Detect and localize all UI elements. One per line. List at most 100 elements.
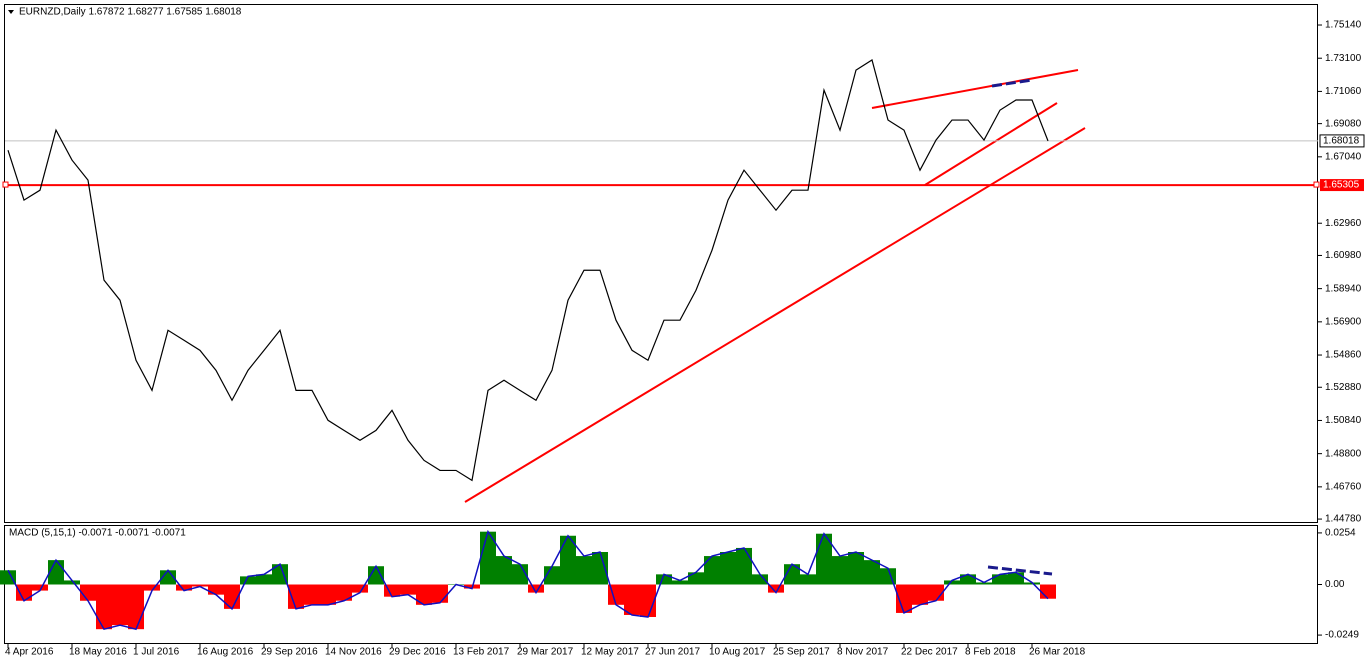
histogram-bar — [1008, 572, 1024, 585]
wedge-upper — [871, 69, 1079, 109]
main-panel — [4, 4, 1318, 523]
y-tick-label: 1.56900 — [1325, 316, 1362, 327]
level-label: 1.65305 — [1323, 180, 1360, 191]
histogram-bar — [640, 584, 656, 617]
x-tick-label: 29 Mar 2017 — [517, 647, 574, 658]
y-tick-label: 0.00 — [1325, 579, 1345, 590]
histogram-bar — [240, 576, 256, 585]
histogram-bar — [688, 572, 704, 585]
x-tick-label: 13 Feb 2017 — [453, 647, 510, 658]
histogram-bar — [176, 584, 192, 591]
histogram-bar — [208, 584, 224, 595]
y-tick-label: 1.75140 — [1325, 20, 1362, 31]
histogram-bar — [512, 564, 528, 585]
y-tick-label: 1.48800 — [1325, 448, 1362, 459]
histogram-bar — [864, 560, 880, 585]
current-price-label: 1.68018 — [1323, 136, 1360, 147]
y-tick-label: 1.46760 — [1325, 481, 1362, 492]
y-tick-label: -0.0249 — [1325, 630, 1359, 641]
histogram-bar — [112, 584, 128, 626]
histogram-bar — [432, 584, 448, 603]
histogram-bar — [576, 556, 592, 585]
histogram-bar — [416, 584, 432, 605]
y-tick-label: 1.58940 — [1325, 283, 1362, 294]
histogram-bar — [656, 574, 672, 585]
x-tick-label: 4 Apr 2016 — [5, 647, 54, 658]
histogram-bar — [368, 566, 384, 585]
histogram-bar — [16, 584, 32, 601]
histogram-bar — [544, 566, 560, 585]
macd-line — [7, 529, 1049, 631]
histogram-bar — [64, 580, 80, 585]
histogram-bar — [352, 584, 368, 593]
histogram-bar — [224, 584, 240, 609]
histogram-bar — [128, 584, 144, 630]
x-tick-label: 27 Jun 2017 — [645, 647, 700, 658]
macd-title: MACD (5,15,1) -0.0071 -0.0071 -0.0071 — [9, 528, 186, 539]
histogram-bar — [960, 574, 976, 585]
x-tick-label: 12 May 2017 — [581, 647, 639, 658]
histogram-bar — [528, 584, 544, 593]
histogram-bar — [704, 556, 720, 585]
y-tick-label: 1.52880 — [1325, 382, 1362, 393]
menu-arrow[interactable] — [8, 10, 14, 14]
histogram-bar — [496, 556, 512, 585]
histogram-bar — [848, 552, 864, 585]
x-tick-label: 16 Aug 2016 — [197, 647, 254, 658]
histogram-bar — [160, 570, 176, 585]
histogram-bar — [752, 574, 768, 585]
histogram-bar — [336, 584, 352, 601]
y-tick-label: 1.54860 — [1325, 350, 1362, 361]
histogram-bar — [800, 574, 816, 585]
x-tick-label: 22 Dec 2017 — [901, 647, 958, 658]
x-tick-label: 8 Feb 2018 — [965, 647, 1016, 658]
x-tick-label: 26 Mar 2018 — [1029, 647, 1086, 658]
level-marker — [1313, 181, 1320, 188]
level-marker — [2, 181, 9, 188]
histogram-bar — [0, 570, 16, 585]
y-tick-label: 1.73100 — [1325, 53, 1362, 64]
histogram-bar — [272, 564, 288, 585]
histogram-bar — [912, 584, 928, 605]
histogram-bar — [832, 556, 848, 585]
histogram-bar — [720, 552, 736, 585]
y-tick-label: 0.0254 — [1325, 528, 1356, 539]
y-tick-label: 1.67040 — [1325, 151, 1362, 162]
y-tick-label: 1.44780 — [1325, 514, 1362, 525]
chart-title: EURNZD,Daily 1.67872 1.68277 1.67585 1.6… — [19, 7, 242, 18]
x-tick-label: 29 Dec 2016 — [389, 647, 446, 658]
histogram-bar — [624, 584, 640, 615]
histogram-bar — [784, 564, 800, 585]
level-label-box — [1320, 179, 1364, 192]
histogram-bar — [96, 584, 112, 630]
histogram-bar — [400, 584, 416, 595]
histogram-bar — [944, 580, 960, 585]
histogram-bar — [816, 533, 832, 585]
x-tick-label: 29 Sep 2016 — [261, 647, 318, 658]
x-tick-label: 8 Nov 2017 — [837, 647, 889, 658]
wedge-lower — [924, 102, 1058, 186]
x-tick-label: 18 May 2016 — [69, 647, 127, 658]
x-tick-label: 14 Nov 2016 — [325, 647, 382, 658]
y-tick-label: 1.62960 — [1325, 218, 1362, 229]
histogram-bar — [320, 584, 336, 605]
histogram-bar — [304, 584, 320, 605]
histogram-bar — [896, 584, 912, 613]
histogram-bar — [144, 584, 160, 591]
x-tick-label: 1 Jul 2016 — [133, 647, 180, 658]
histogram-bar — [976, 582, 992, 585]
histogram-bar — [1040, 584, 1056, 599]
y-tick-label: 1.50840 — [1325, 415, 1362, 426]
divergence-line — [987, 565, 1053, 576]
y-tick-label: 1.69080 — [1325, 118, 1362, 129]
histogram-bar — [192, 584, 208, 587]
histogram-bar — [768, 584, 784, 593]
histogram-bar — [992, 574, 1008, 585]
y-tick-label: 1.71060 — [1325, 86, 1362, 97]
x-tick-label: 10 Aug 2017 — [709, 647, 766, 658]
histogram-bar — [592, 552, 608, 585]
divergence-line — [991, 78, 1033, 88]
histogram-bar — [256, 574, 272, 585]
